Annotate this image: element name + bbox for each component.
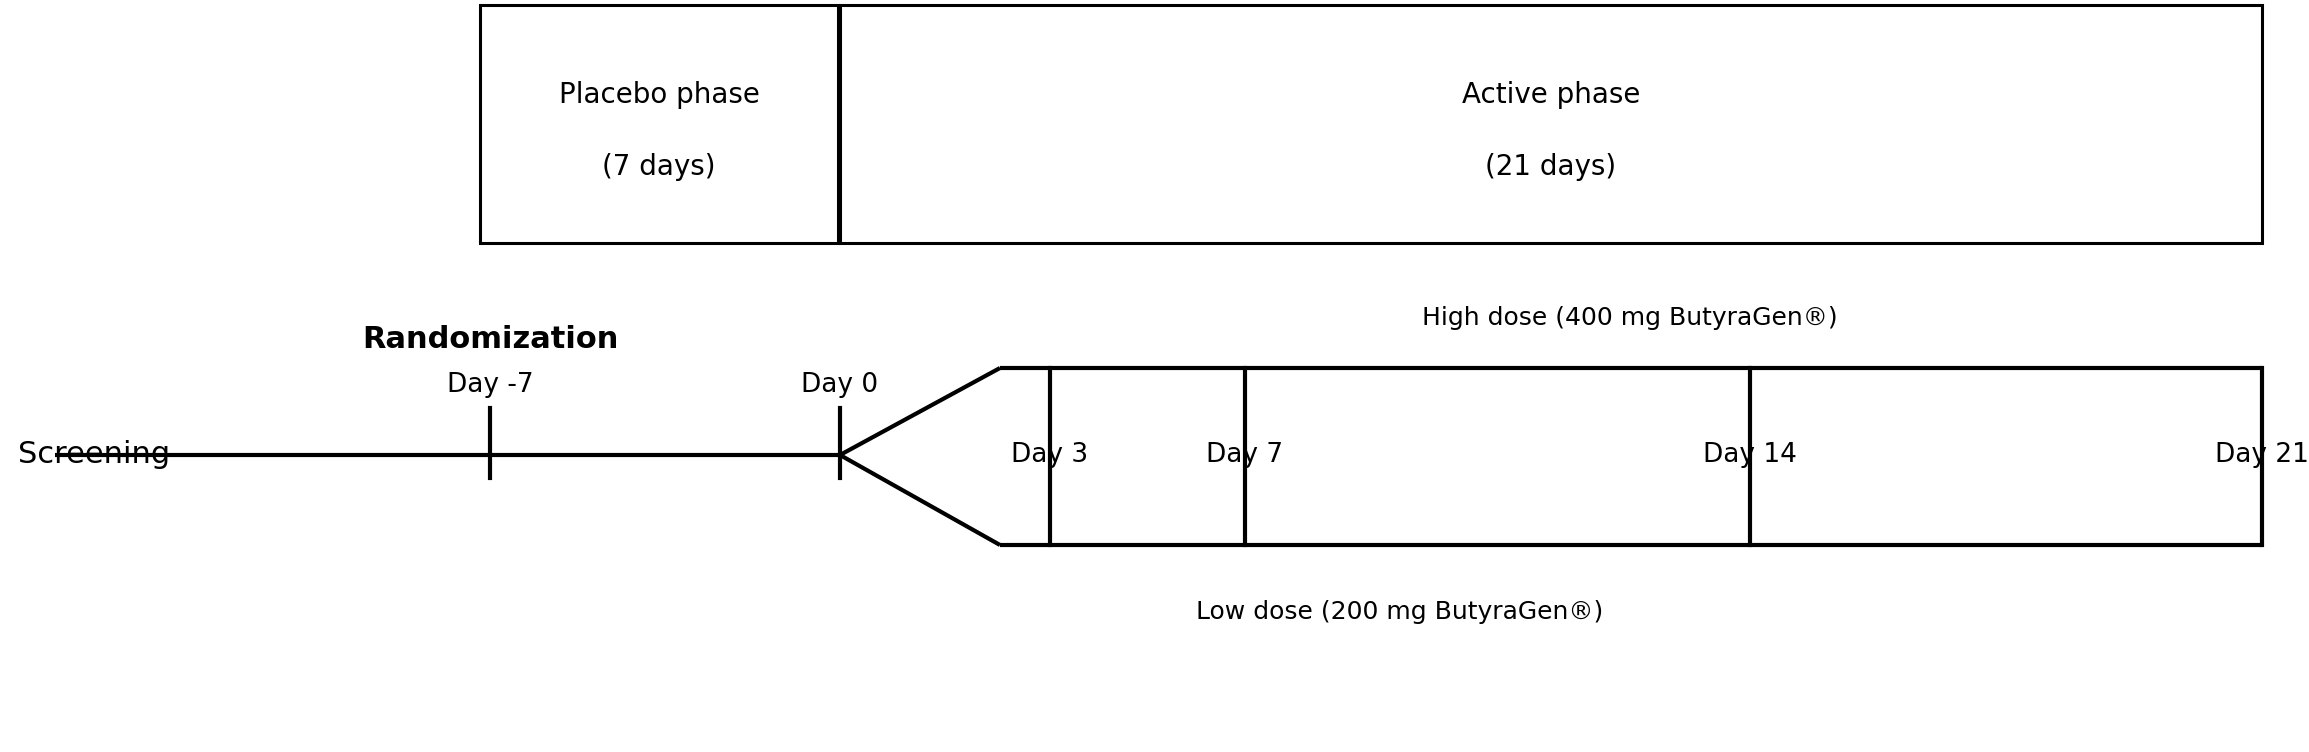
Text: (7 days): (7 days) bbox=[603, 153, 716, 180]
Text: Day 3: Day 3 bbox=[1011, 442, 1088, 468]
Text: Day -7: Day -7 bbox=[446, 372, 533, 398]
Text: High dose (400 mg ButyraGen®): High dose (400 mg ButyraGen®) bbox=[1422, 306, 1838, 330]
Text: Day 21: Day 21 bbox=[2214, 442, 2309, 468]
Text: Low dose (200 mg ButyraGen®): Low dose (200 mg ButyraGen®) bbox=[1196, 600, 1605, 624]
Bar bbox=[840, 5, 2263, 243]
Text: Screening: Screening bbox=[18, 441, 171, 469]
Text: Day 7: Day 7 bbox=[1205, 442, 1284, 468]
Text: Active phase: Active phase bbox=[1462, 81, 1639, 110]
Bar bbox=[480, 5, 838, 243]
Text: Randomization: Randomization bbox=[363, 326, 619, 354]
Text: Day 14: Day 14 bbox=[1704, 442, 1796, 468]
Text: Placebo phase: Placebo phase bbox=[559, 81, 760, 110]
Text: Day 0: Day 0 bbox=[801, 372, 877, 398]
Text: (21 days): (21 days) bbox=[1485, 153, 1616, 180]
